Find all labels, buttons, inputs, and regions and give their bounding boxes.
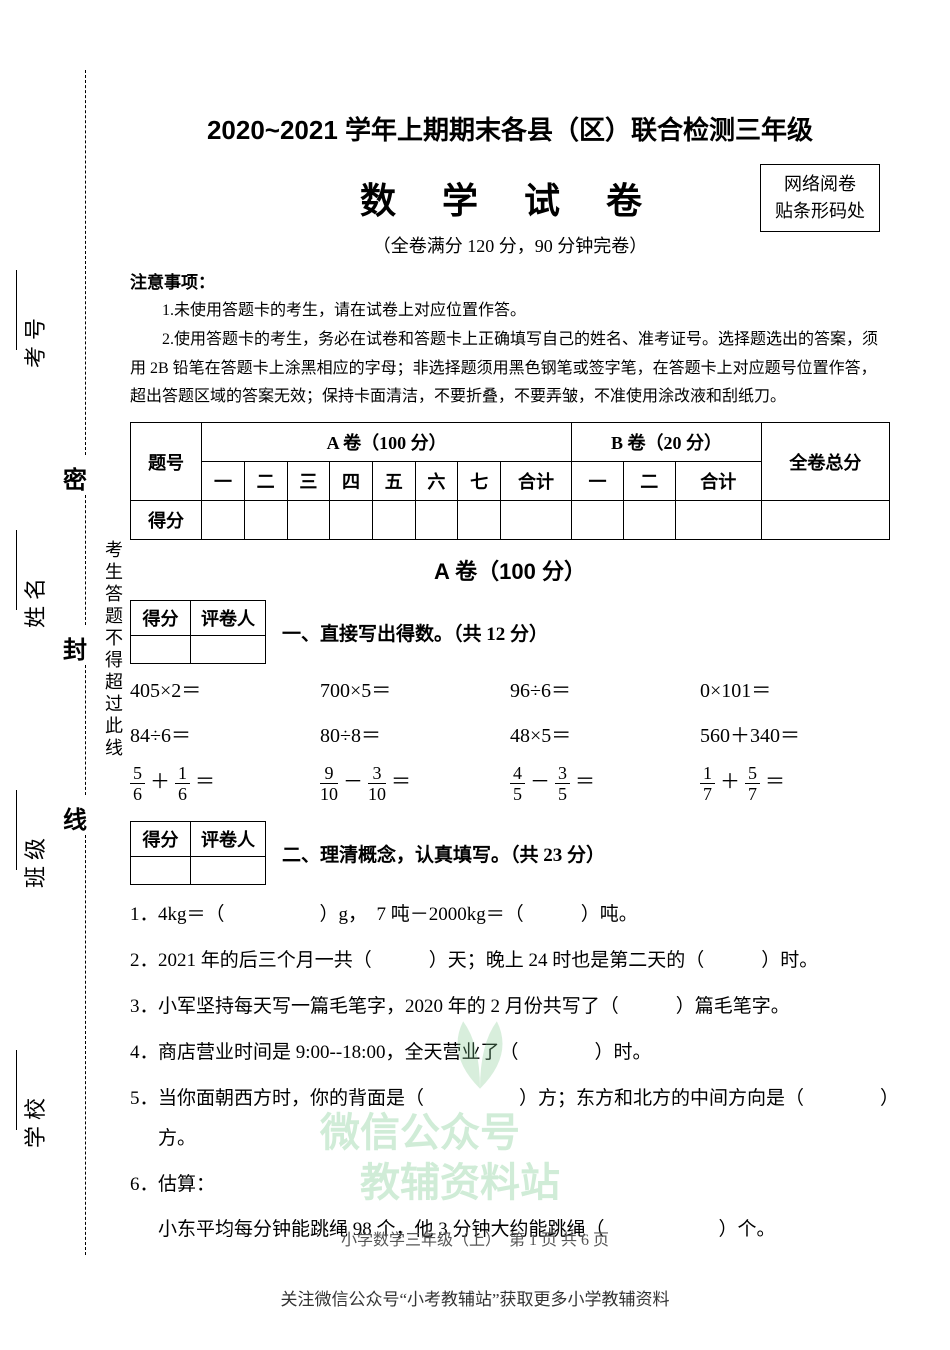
dash-seg-3 xyxy=(85,665,86,795)
cell xyxy=(458,501,501,540)
binding-margin: 考号 姓名 班级 学校 密 封 线 考生答题不得超过此线 xyxy=(0,0,130,1350)
a-col-7: 七 xyxy=(458,462,501,501)
cell xyxy=(761,501,889,540)
hdr-group-b: B 卷（20 分） xyxy=(572,423,762,462)
q2-header-row: 得分 评卷人 二、理清概念，认真填写。（共 23 分） xyxy=(130,821,890,885)
seal-xian: 线 xyxy=(62,800,88,835)
calc-frac: 56 ＋ 16 ＝ xyxy=(130,764,320,803)
grader-reviewer: 评卷人 xyxy=(191,601,266,636)
q1-heading: 一、直接写出得数。（共 12 分） xyxy=(282,619,548,646)
q2-list: 1．4kg＝（ ）g， 7 吨－2000kg＝（ ）吨。 2．2021 年的后三… xyxy=(130,895,890,1250)
score-row: 得分 xyxy=(131,501,890,540)
cell xyxy=(131,857,191,885)
calc-item: 0×101＝ xyxy=(700,674,890,703)
calc-item: 405×2＝ xyxy=(130,674,320,703)
cell xyxy=(330,501,373,540)
q2-item: 1．4kg＝（ ）g， 7 吨－2000kg＝（ ）吨。 xyxy=(130,895,890,935)
hdr-total: 全卷总分 xyxy=(761,423,889,501)
a-col-4: 四 xyxy=(330,462,373,501)
underline-school xyxy=(16,1050,17,1130)
notice-heading: 注意事项： xyxy=(130,268,890,293)
calc-item: 84÷6＝ xyxy=(130,719,320,748)
underline-examno xyxy=(16,270,17,350)
notice-2: 2.使用答题卡的考生，务必在试卷和答题卡上正确填写自己的姓名、准考证号。选择题选… xyxy=(130,326,890,412)
calc-frac: 17 ＋ 57 ＝ xyxy=(700,764,890,803)
margin-note: 考生答题不得超过此线 xyxy=(100,540,126,800)
underline-name xyxy=(16,530,17,610)
a-col-3: 三 xyxy=(287,462,330,501)
cell xyxy=(623,501,675,540)
calc-item: 80÷8＝ xyxy=(320,719,510,748)
cell xyxy=(372,501,415,540)
fullscore-line: （全卷满分 120 分，90 分钟完卷） xyxy=(130,232,890,258)
a-col-6: 六 xyxy=(415,462,458,501)
cell xyxy=(191,636,266,664)
cell xyxy=(244,501,287,540)
cell xyxy=(287,501,330,540)
promo-footer: 关注微信公众号“小考教辅站”获取更多小学教辅资料 xyxy=(0,1285,950,1310)
grader-box-q1: 得分 评卷人 xyxy=(130,600,266,664)
calc-item: 96÷6＝ xyxy=(510,674,700,703)
b-col-sub: 合计 xyxy=(675,462,761,501)
calc-item: 560＋340＝ xyxy=(700,719,890,748)
a-col-2: 二 xyxy=(244,462,287,501)
hdr-group-a: A 卷（100 分） xyxy=(202,423,572,462)
q2-item: 4．商店营业时间是 9:00--18:00，全天营业了（ ）时。 xyxy=(130,1033,890,1073)
underline-class xyxy=(16,790,17,870)
calc-frac: 45 － 35 ＝ xyxy=(510,764,700,803)
q1-header-row: 得分 评卷人 一、直接写出得数。（共 12 分） xyxy=(130,600,890,664)
cell xyxy=(191,857,266,885)
dash-seg-4 xyxy=(85,835,86,1255)
barcode-line2: 贴条形码处 xyxy=(775,198,865,225)
cell xyxy=(131,636,191,664)
calc-item: 700×5＝ xyxy=(320,674,510,703)
cell xyxy=(572,501,624,540)
title-row: 数 学 试 卷 网络阅卷 贴条形码处 xyxy=(130,172,890,224)
calc-item: 48×5＝ xyxy=(510,719,700,748)
page-footer: 小学数学三年级（上） 第 1 页 共 6 页 xyxy=(0,1226,950,1250)
grader-reviewer: 评卷人 xyxy=(191,822,266,857)
dash-seg-1 xyxy=(85,70,86,455)
subject-title: 数 学 试 卷 xyxy=(360,172,660,224)
calc-frac: 910 － 310 ＝ xyxy=(320,764,510,803)
seal-mi: 密 xyxy=(62,460,88,495)
page-root: 考号 姓名 班级 学校 密 封 线 考生答题不得超过此线 2020~2021 学… xyxy=(0,0,950,1350)
a-col-1: 一 xyxy=(202,462,245,501)
barcode-line1: 网络阅卷 xyxy=(775,171,865,198)
q2-item: 5．当你面朝西方时，你的背面是（ ）方；东方和北方的中间方向是（ ）方。 xyxy=(130,1079,890,1159)
q2-heading: 二、理清概念，认真填写。（共 23 分） xyxy=(282,840,605,867)
cell xyxy=(202,501,245,540)
row-score-label: 得分 xyxy=(131,501,202,540)
barcode-box: 网络阅卷 贴条形码处 xyxy=(760,164,880,232)
dash-seg-2 xyxy=(85,495,86,625)
grader-score: 得分 xyxy=(131,601,191,636)
grader-score: 得分 xyxy=(131,822,191,857)
grader-box-q2: 得分 评卷人 xyxy=(130,821,266,885)
seal-feng: 封 xyxy=(62,630,88,665)
notice-1: 1.未使用答题卡的考生，请在试卷上对应位置作答。 xyxy=(130,297,890,326)
q2-item: 2．2021 年的后三个月一共（ ）天；晚上 24 时也是第二天的（ ）时。 xyxy=(130,941,890,981)
b-col-2: 二 xyxy=(623,462,675,501)
calc-grid: 405×2＝ 700×5＝ 96÷6＝ 0×101＝ 84÷6＝ 80÷8＝ 4… xyxy=(130,674,890,803)
a-col-sub: 合计 xyxy=(500,462,571,501)
a-col-5: 五 xyxy=(372,462,415,501)
main-title: 2020~2021 学年上期期末各县（区）联合检测三年级 xyxy=(130,110,890,147)
q2-item: 3．小军坚持每天写一篇毛笔字，2020 年的 2 月份共写了（ ）篇毛笔字。 xyxy=(130,987,890,1027)
content-area: 2020~2021 学年上期期末各县（区）联合检测三年级 数 学 试 卷 网络阅… xyxy=(130,50,920,1256)
cell xyxy=(415,501,458,540)
hdr-question: 题号 xyxy=(131,423,202,501)
b-col-1: 一 xyxy=(572,462,624,501)
section-a-title: A 卷（100 分） xyxy=(130,554,890,586)
cell xyxy=(675,501,761,540)
score-table: 题号 A 卷（100 分） B 卷（20 分） 全卷总分 一 二 三 四 五 六… xyxy=(130,422,890,540)
q2-item: 6．估算： xyxy=(130,1165,890,1205)
cell xyxy=(500,501,571,540)
